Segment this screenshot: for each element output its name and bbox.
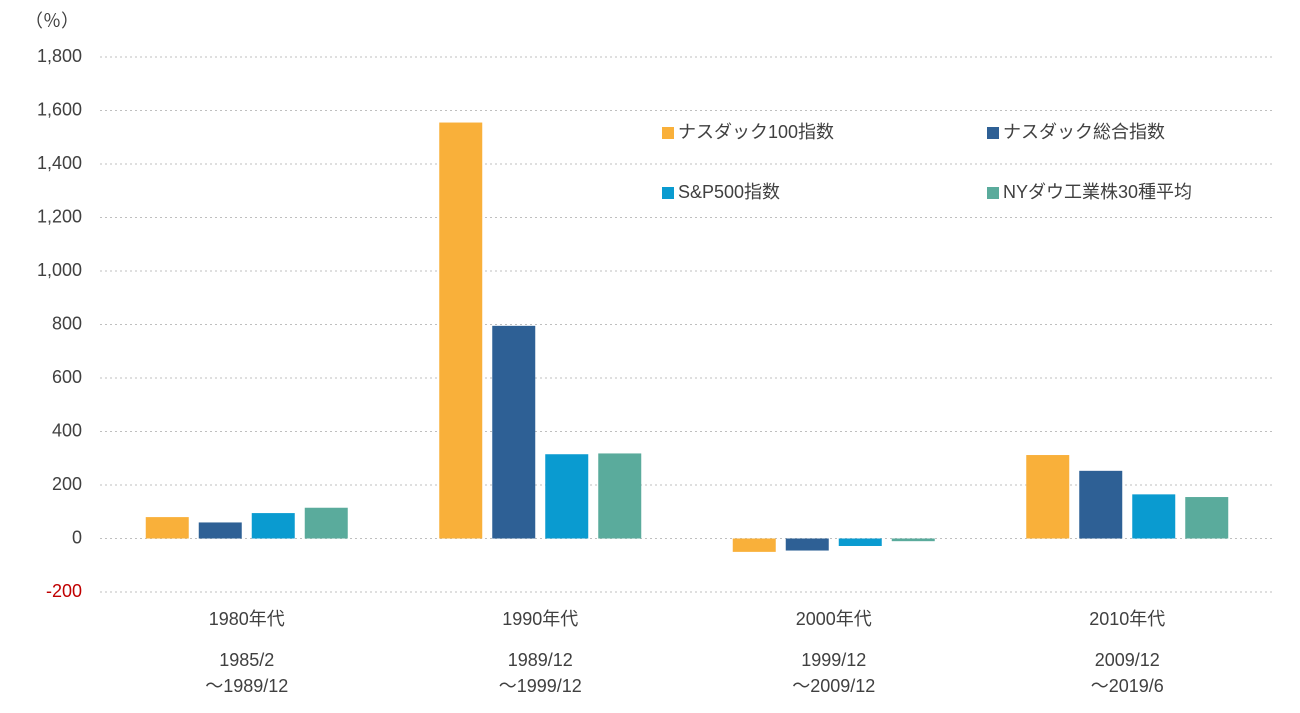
bar	[891, 538, 935, 542]
bar	[304, 507, 348, 539]
bar	[145, 517, 189, 539]
y-tick-label: 400	[52, 420, 82, 440]
legend-swatch	[662, 187, 674, 199]
bar	[732, 538, 776, 552]
y-tick-label: 1,400	[37, 153, 82, 173]
period-label: ～2009/12	[792, 676, 875, 696]
legend-label: NYダウ工業株30種平均	[1003, 182, 1192, 202]
x-tick-label: 2010年代	[1089, 609, 1165, 629]
bar	[198, 522, 242, 539]
y-tick-label: 600	[52, 367, 82, 387]
legend-label: S&P500指数	[678, 182, 780, 202]
bar	[545, 454, 589, 539]
period-label: ～1999/12	[499, 676, 582, 696]
bar	[492, 325, 536, 539]
bar	[251, 513, 295, 539]
bar	[598, 453, 642, 539]
period-label: 1999/12	[801, 650, 866, 670]
legend-swatch	[987, 187, 999, 199]
period-label: 1985/2	[219, 650, 274, 670]
x-tick-label: 1990年代	[502, 609, 578, 629]
period-label: 2009/12	[1095, 650, 1160, 670]
bar	[1026, 455, 1070, 539]
legend-swatch	[662, 127, 674, 139]
period-label: ～1989/12	[205, 676, 288, 696]
x-tick-label: 2000年代	[796, 609, 872, 629]
bar	[785, 538, 829, 551]
period-label: ～2019/6	[1091, 676, 1164, 696]
bar	[1079, 470, 1123, 539]
y-tick-label: 1,600	[37, 99, 82, 119]
period-label: 1989/12	[508, 650, 573, 670]
y-tick-label: 1,800	[37, 46, 82, 66]
bar	[439, 122, 483, 539]
legend-swatch	[987, 127, 999, 139]
y-tick-label: 200	[52, 474, 82, 494]
bar	[1132, 494, 1176, 539]
legend-label: ナスダック総合指数	[1003, 122, 1165, 142]
x-tick-label: 1980年代	[209, 609, 285, 629]
y-tick-label: -200	[46, 581, 82, 601]
y-tick-label: 800	[52, 313, 82, 333]
y-tick-label: 1,200	[37, 206, 82, 226]
bar	[1185, 497, 1229, 539]
y-tick-label: 1,000	[37, 260, 82, 280]
bar	[838, 538, 882, 546]
legend-label: ナスダック100指数	[678, 122, 834, 142]
y-axis-label: （％）	[25, 11, 79, 31]
y-tick-label: 0	[72, 527, 82, 547]
